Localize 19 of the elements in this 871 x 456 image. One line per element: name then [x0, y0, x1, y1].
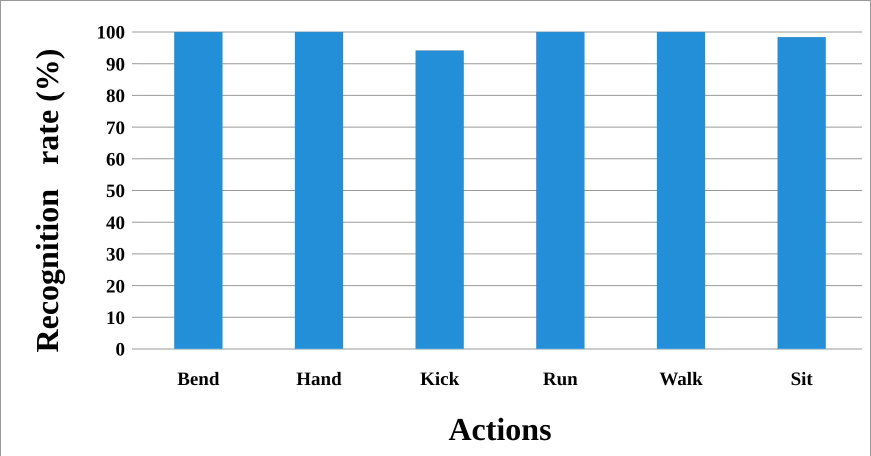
- y-tick-label: 100: [96, 22, 125, 44]
- x-tick-label: Hand: [296, 369, 342, 390]
- y-tick-label: 60: [106, 149, 125, 170]
- y-tick-label: 70: [106, 118, 125, 139]
- y-tick-label: 20: [106, 276, 125, 298]
- y-tick-label: 10: [106, 308, 125, 329]
- x-axis-title: Actions: [448, 411, 552, 447]
- y-tick-label: 80: [106, 86, 125, 108]
- y-tick-label: 40: [106, 212, 125, 234]
- y-tick-label: 30: [106, 244, 125, 266]
- y-tick-label: 50: [106, 181, 125, 202]
- x-tick-label: Bend: [177, 369, 220, 390]
- y-axis-title: Recognition rate (%): [29, 48, 66, 352]
- x-tick-label: Run: [542, 369, 578, 390]
- x-tick-label: Kick: [420, 369, 460, 390]
- y-tick-label: 0: [116, 340, 125, 361]
- x-tick-label: Sit: [790, 369, 814, 390]
- x-tick-label: Walk: [659, 369, 704, 390]
- y-tick-label: 90: [106, 54, 125, 76]
